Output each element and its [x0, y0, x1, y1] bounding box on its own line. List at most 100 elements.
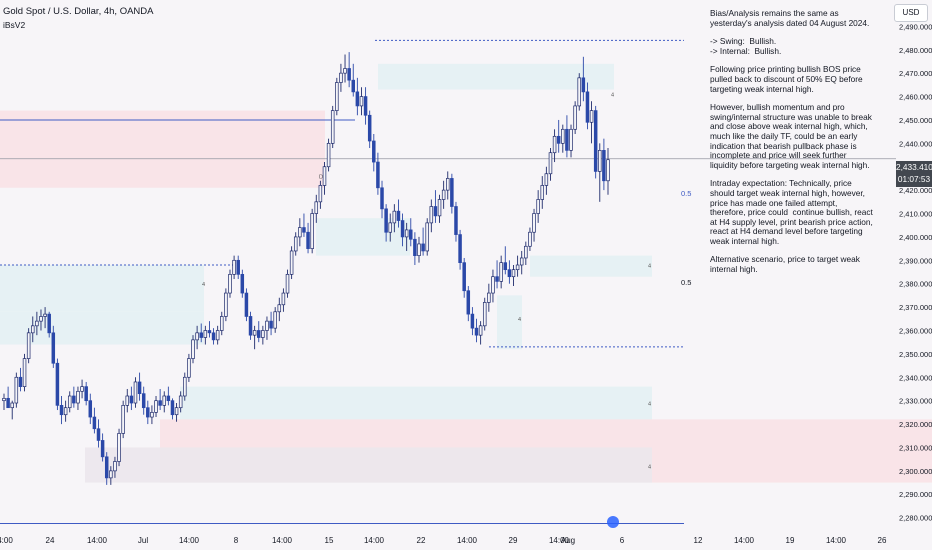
candle [491, 269, 495, 303]
annotation-labels-layer: 0.5 0.5 4 4 4 4 4 4 D [202, 93, 691, 471]
candle-body [137, 381, 142, 395]
levels-layer [0, 39, 896, 524]
candle-body [22, 358, 27, 387]
candle [236, 255, 240, 280]
candle-body [261, 330, 265, 338]
candle-body [84, 386, 88, 402]
candle [277, 297, 282, 322]
candle [203, 325, 208, 345]
time-tick-label: Jul [138, 536, 148, 545]
candle [248, 311, 253, 340]
candle-body [519, 257, 524, 266]
candle-body [199, 332, 203, 338]
candle [326, 138, 331, 172]
candle [343, 54, 347, 83]
candle-body [306, 231, 310, 249]
candle [404, 222, 409, 251]
time-tick-label: 14:00 [826, 536, 847, 545]
price-tick-label: 2,300.000 [899, 467, 932, 476]
currency-button[interactable]: USD [894, 4, 928, 22]
candle-body [450, 178, 454, 207]
candle [507, 260, 512, 284]
candle-body [59, 405, 64, 416]
last-price-tag: 2,433.410 01:07:53 [896, 161, 932, 187]
candle-body [593, 110, 598, 172]
candle-body [363, 96, 368, 116]
candle [573, 101, 577, 134]
bar-countdown: 01:07:53 [897, 174, 931, 184]
zone-count-label: 4 [202, 282, 205, 288]
candle [43, 307, 47, 329]
candle-body [343, 68, 347, 74]
candle [72, 386, 76, 408]
candle [598, 143, 602, 202]
candle-body [174, 407, 179, 416]
candle [244, 288, 249, 322]
symbol-title: Gold Spot / U.S. Dollar, 4h, OANDA [3, 6, 154, 17]
price-tick-label: 2,290.000 [899, 490, 932, 499]
time-tick-label: 26 [878, 536, 887, 545]
candle [380, 180, 384, 219]
candle [441, 180, 446, 209]
candle-body [18, 376, 23, 387]
candle [215, 325, 220, 345]
time-tick-label: 24 [46, 536, 55, 545]
candle-body [166, 395, 171, 402]
candle [446, 171, 450, 200]
candle [499, 255, 503, 289]
candle-body [72, 395, 76, 404]
candle [100, 433, 105, 462]
supply-zone [0, 110, 325, 188]
candle-body [39, 316, 43, 322]
price-tick-label: 2,390.000 [899, 256, 932, 265]
candle [355, 77, 360, 116]
candle [524, 241, 528, 265]
time-tick-label: 8 [234, 536, 239, 545]
candle-body [330, 110, 335, 144]
indicator-label[interactable]: iBsV2 [3, 20, 26, 30]
candle [372, 133, 376, 172]
demand-zone [497, 295, 522, 350]
events-icon[interactable] [607, 516, 619, 528]
candle-body [63, 407, 68, 416]
candle [388, 213, 392, 242]
candle [421, 227, 425, 256]
candle [392, 204, 397, 233]
candle [220, 311, 224, 336]
candle-body [511, 269, 516, 278]
candle-body [565, 128, 569, 151]
candle [269, 311, 273, 336]
candle [462, 257, 466, 298]
candle [515, 255, 520, 277]
candle-body [392, 210, 397, 224]
price-tick-label: 2,490.000 [899, 22, 932, 31]
candle-body [372, 140, 376, 163]
candle [318, 180, 323, 209]
zone-count-label: 4 [648, 401, 651, 407]
price-tick-label: 2,280.000 [899, 514, 932, 523]
candle [556, 119, 561, 153]
candle-body [384, 208, 388, 233]
time-axis[interactable]: 4:00 24 14:00 Jul 14:00 8 14:00 15 14:00 22 14:00 2… [0, 516, 887, 545]
candle [10, 400, 14, 420]
time-tick-label: 12 [694, 536, 703, 545]
candle [363, 87, 368, 125]
candle-body [548, 152, 553, 175]
candle-body [133, 381, 138, 404]
time-tick-label: 14:00 [272, 536, 293, 545]
candle-body [281, 292, 286, 306]
candle [191, 335, 195, 364]
candle-body [598, 150, 602, 172]
candle [339, 63, 343, 92]
candle-body [265, 320, 269, 331]
candle-body [429, 206, 434, 224]
candle [322, 162, 327, 195]
candle [88, 393, 93, 425]
price-axis[interactable]: 2,490.000 2,480.000 2,470.000 2,460.000 2,45… [899, 22, 932, 522]
candle-body [326, 142, 331, 168]
candle [437, 194, 442, 223]
candle [606, 148, 610, 195]
candle [162, 391, 166, 413]
candle [22, 353, 27, 392]
